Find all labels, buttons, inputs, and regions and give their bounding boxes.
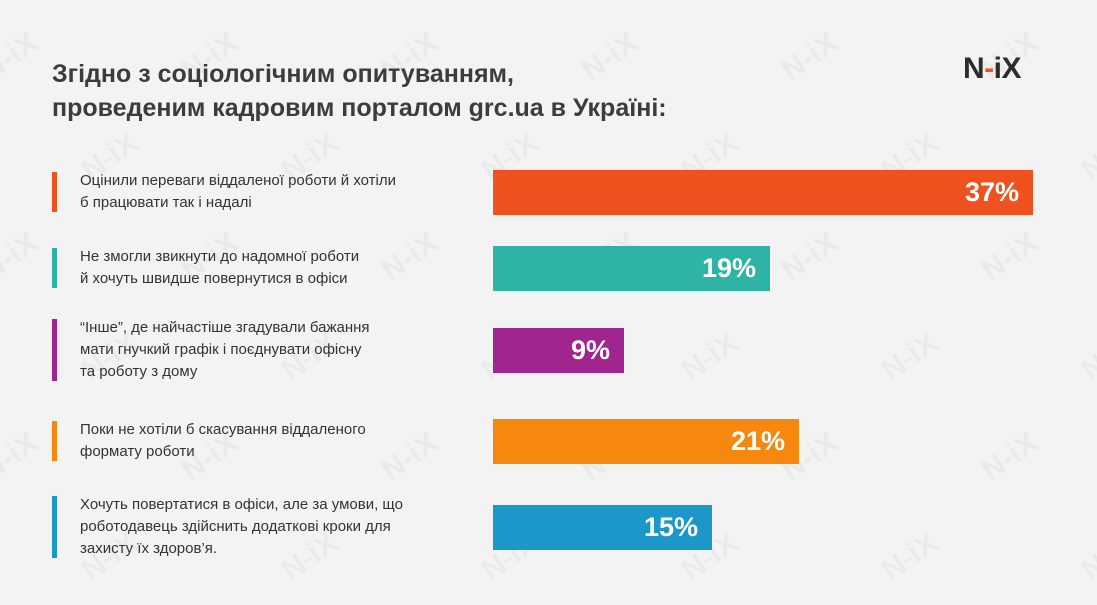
watermark-text: N-iX xyxy=(1076,126,1097,188)
watermark-text: N-iX xyxy=(0,426,44,488)
logo-dash: - xyxy=(984,52,994,85)
category-label: Поки не хотіли б скасування віддаленого … xyxy=(52,419,480,463)
bar-value-label: 9% xyxy=(570,334,610,365)
nix-logo: N-iX xyxy=(963,52,1022,86)
category-label: Хочуть повертатися в офіси, але за умови… xyxy=(52,494,480,560)
category-color-marker xyxy=(52,172,57,212)
chart-title-line-1: Згідно з соціологічним опитуванням, xyxy=(52,60,514,88)
logo-ix: iX xyxy=(993,52,1022,85)
watermark-text: N-iX xyxy=(976,426,1045,488)
chart-title-line-2: проведеним кадровим порталом grc.ua в Ук… xyxy=(52,94,667,122)
bar: 21% xyxy=(493,418,799,464)
watermark-text: N-iX xyxy=(976,226,1045,288)
watermark-text: N-iX xyxy=(1076,326,1097,388)
category-label: Оцінили переваги віддаленої роботи й хот… xyxy=(52,170,480,214)
bar: 15% xyxy=(493,504,712,550)
bar: 19% xyxy=(493,245,770,291)
chart-title: Згідно з соціологічним опитуванням, пров… xyxy=(52,57,812,125)
watermark-text: N-iX xyxy=(0,26,44,88)
bar-value-label: 21% xyxy=(730,425,785,456)
category-label: Не змогли звикнути до надомної роботи й … xyxy=(52,246,480,290)
category-color-marker xyxy=(52,248,57,288)
bar-value-label: 19% xyxy=(701,252,756,283)
category-label-text: Оцінили переваги віддаленої роботи й хот… xyxy=(80,172,396,211)
watermark-text: N-iX xyxy=(0,226,44,288)
category-label-text: Не змогли звикнути до надомної роботи й … xyxy=(80,248,360,287)
category-color-marker xyxy=(52,319,57,381)
category-label-text: Хочуть повертатися в офіси, але за умови… xyxy=(80,496,403,557)
watermark-text: N-iX xyxy=(876,326,945,388)
bar: 37% xyxy=(493,169,1033,215)
category-label-text: Поки не хотіли б скасування віддаленого … xyxy=(80,421,366,460)
logo-n: N xyxy=(963,52,985,85)
bar: 9% xyxy=(493,327,624,373)
watermark-text: N-iX xyxy=(776,226,845,288)
bar-value-label: 15% xyxy=(643,511,698,542)
watermark-text: N-iX xyxy=(876,526,945,588)
category-label-text: “Інше”, де найчастіше згадували бажання … xyxy=(80,319,370,380)
watermark-text: N-iX xyxy=(1076,526,1097,588)
category-color-marker xyxy=(52,496,57,558)
category-color-marker xyxy=(52,421,57,461)
category-label: “Інше”, де найчастіше згадували бажання … xyxy=(52,317,480,383)
bar-value-label: 37% xyxy=(964,176,1019,207)
watermark-text: N-iX xyxy=(676,326,745,388)
